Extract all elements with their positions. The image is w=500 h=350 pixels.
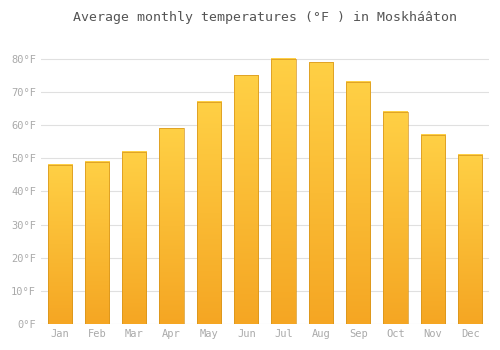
Bar: [234, 75, 258, 324]
Bar: [197, 102, 221, 324]
Bar: [346, 82, 370, 324]
Title: Average monthly temperatures (°F ) in Moskháâton: Average monthly temperatures (°F ) in Mo…: [73, 11, 457, 24]
Bar: [272, 59, 295, 324]
Bar: [384, 112, 407, 324]
Bar: [160, 128, 184, 324]
Bar: [48, 165, 72, 324]
Bar: [85, 162, 109, 324]
Bar: [309, 62, 333, 324]
Bar: [421, 135, 445, 324]
Bar: [122, 152, 146, 324]
Bar: [458, 155, 482, 324]
